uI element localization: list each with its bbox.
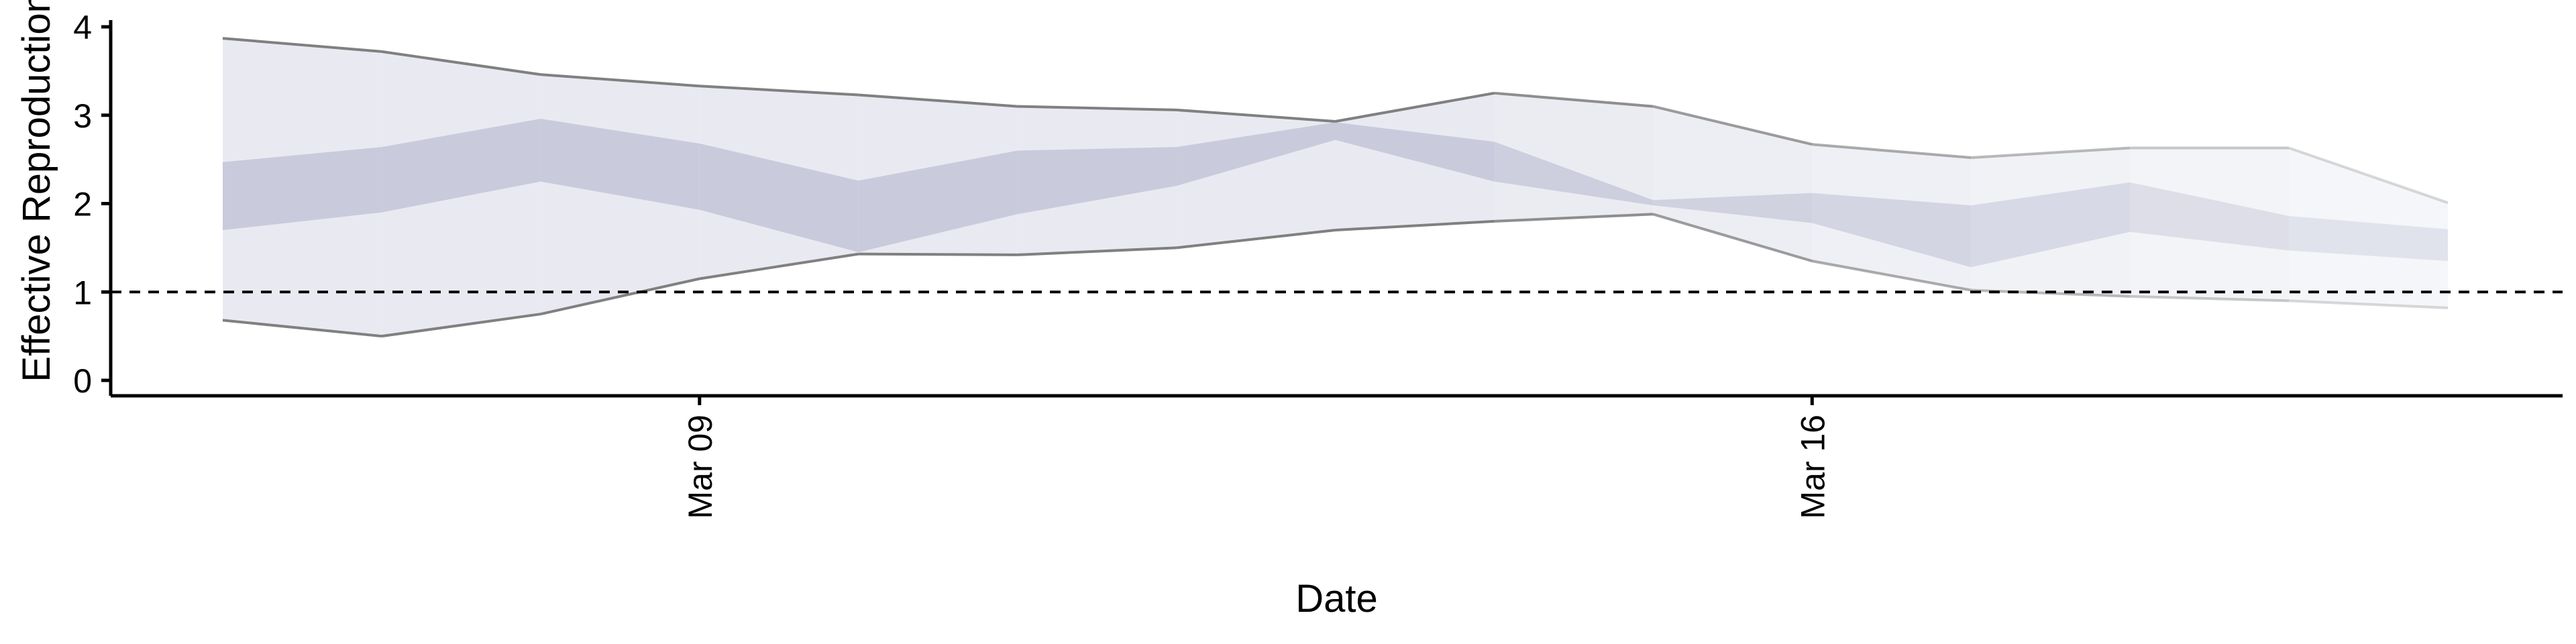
interval-upper-line — [1335, 91, 1495, 123]
interval-upper-line — [540, 73, 700, 88]
interval-upper-line — [1494, 91, 1654, 108]
interval-lower-line — [381, 313, 541, 338]
inner_interval-segment — [699, 143, 859, 252]
interval-lower-line — [699, 252, 859, 280]
inner_interval-segment — [1653, 193, 1813, 223]
interval-upper-line — [858, 93, 1018, 108]
inner_interval-segment — [540, 119, 700, 210]
interval-lower-line — [222, 319, 382, 338]
plot-area — [111, 37, 2563, 338]
outer_interval-segment — [1653, 106, 1813, 262]
outer_interval-segment — [2289, 148, 2448, 308]
interval-lower-line — [540, 277, 700, 316]
interval-lower-line — [858, 252, 1018, 256]
interval-upper-line — [222, 37, 382, 53]
interval-upper-line — [1176, 108, 1336, 123]
x-ticks: Mar 09 Mar 16 — [682, 396, 1831, 519]
x-tick-label: Mar 09 — [682, 415, 719, 519]
y-axis: 0 1 2 3 4 — [73, 9, 113, 400]
interval-upper-line — [1017, 105, 1177, 111]
inner_interval-segment — [858, 150, 1018, 252]
interval-upper-line — [1812, 143, 1972, 159]
inner_interval-segment — [1494, 142, 1654, 206]
interval-upper-line — [1652, 105, 1813, 146]
inner_interval-segment — [1812, 193, 1972, 268]
interval-bands — [223, 38, 2448, 337]
interval-upper-line — [699, 85, 859, 97]
x-axis-title: Date — [1295, 577, 1378, 621]
x-axis: Mar 09 Mar 16 — [111, 394, 2563, 519]
inner_interval-segment — [1971, 182, 2131, 268]
inner_interval-segment — [2289, 215, 2448, 262]
interval-lower-line — [1017, 246, 1177, 256]
inner_interval-segment — [1335, 122, 1495, 182]
interval-lower-line — [1494, 213, 1654, 223]
interval-upper-line — [381, 50, 541, 76]
inner_interval-segment — [381, 119, 541, 213]
interval-upper-line — [2288, 146, 2449, 205]
interval-lower-line — [2130, 294, 2290, 303]
interval-lower-line — [1176, 229, 1336, 250]
interval-lower-line — [1652, 213, 1813, 263]
x-tick-label: Mar 16 — [1794, 415, 1831, 519]
interval-lower-line — [1335, 219, 1495, 232]
inner_interval-segment — [1176, 122, 1336, 186]
y-ticks: 0 1 2 3 4 — [73, 9, 111, 400]
interval-lower-line — [1811, 260, 1972, 292]
interval-bounds — [222, 37, 2449, 338]
inner_interval-segment — [223, 147, 382, 231]
y-axis-title: Effective Reproduction no. — [15, 0, 58, 382]
y-tick-label: 0 — [73, 362, 92, 400]
y-tick-label: 2 — [73, 186, 92, 223]
y-tick-label: 3 — [73, 97, 92, 135]
y-tick-label: 1 — [73, 274, 92, 311]
inner_interval-segment — [1017, 147, 1177, 215]
interval-lower-line — [2288, 299, 2449, 309]
interval-upper-line — [1971, 146, 2131, 159]
inner_interval-segment — [2130, 182, 2290, 251]
y-tick-label: 4 — [73, 9, 92, 46]
